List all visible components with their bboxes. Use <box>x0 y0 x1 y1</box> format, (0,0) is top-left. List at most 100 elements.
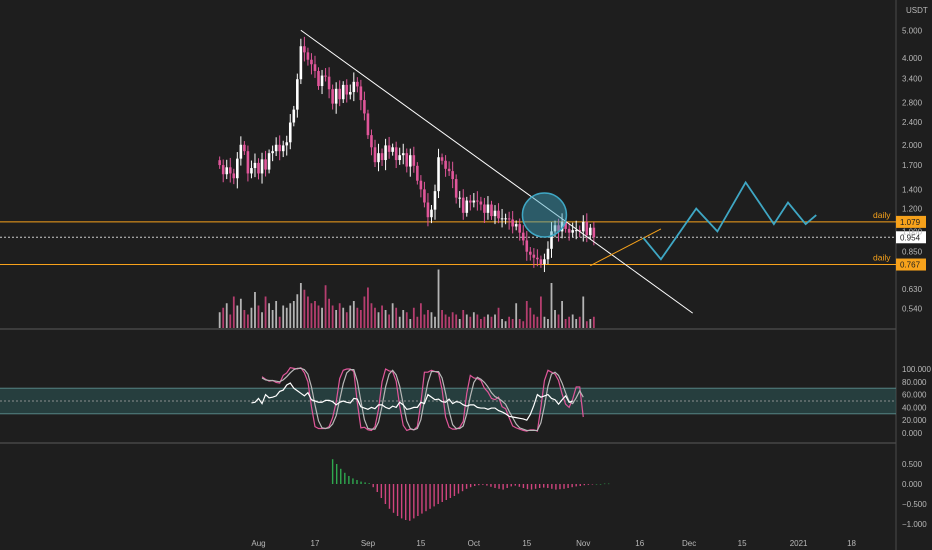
candle-body <box>341 84 345 100</box>
volume-bar <box>585 321 588 328</box>
candle-body <box>221 165 225 175</box>
volume-bar <box>568 316 571 328</box>
volume-bar <box>469 316 472 328</box>
candle-body <box>401 153 405 156</box>
volume-bar <box>243 310 246 328</box>
price-tick-label: 5.000 <box>902 26 923 35</box>
histogram-bar <box>502 484 504 490</box>
candle-body <box>250 168 253 174</box>
time-tick-label: Sep <box>361 539 376 548</box>
volume-bar <box>483 316 486 328</box>
volume-bar <box>359 310 362 328</box>
candle-body <box>490 204 493 217</box>
volume-bar <box>398 316 401 328</box>
candle-body <box>567 228 571 233</box>
candle-body <box>271 151 274 154</box>
candle-body <box>500 218 504 220</box>
candle-body <box>529 251 532 255</box>
stoch-tick-label: 60.000 <box>902 391 927 400</box>
volume-bar <box>455 314 458 328</box>
volume-bar <box>515 303 518 328</box>
level-label: daily <box>873 253 891 263</box>
candle-body <box>553 225 557 232</box>
histogram-bar <box>474 484 476 486</box>
price-pane: daily 1.079 daily 0.767 0.954 <box>0 29 926 314</box>
candle-body <box>253 162 257 169</box>
volume-bar <box>547 319 549 328</box>
candle-body <box>232 173 236 179</box>
candle-body <box>260 159 264 174</box>
histogram-bar <box>591 484 594 485</box>
level-badge <box>896 215 926 228</box>
volume-bar <box>349 305 352 328</box>
histogram-bar <box>413 484 415 519</box>
histogram-bar <box>490 484 492 487</box>
volume-bar <box>264 296 267 328</box>
candle-body <box>546 248 550 260</box>
descending-trendline <box>300 29 693 314</box>
candle-body <box>497 210 500 219</box>
histogram-bar <box>461 484 464 492</box>
histogram-bar <box>494 484 496 488</box>
volume-bar <box>536 316 539 328</box>
histogram-bar <box>530 484 533 490</box>
highlight-circle <box>521 192 568 238</box>
time-tick-label: 2021 <box>790 539 808 548</box>
histogram-bar <box>486 484 488 486</box>
price-tick-label: 3.400 <box>902 74 923 83</box>
histogram-bar <box>421 484 423 514</box>
candle-body <box>218 160 221 166</box>
level-badge <box>896 258 926 271</box>
volume-bar <box>377 312 380 328</box>
volume-bar <box>465 314 468 328</box>
histogram-bar <box>396 484 399 516</box>
stoch-tick-label: 20.000 <box>902 416 927 425</box>
candle-body <box>412 155 416 166</box>
volume-bar <box>321 307 323 328</box>
volume-bar <box>384 310 387 328</box>
volume-bar <box>335 310 338 328</box>
candle-body <box>278 144 281 152</box>
histogram-bar <box>543 484 545 488</box>
volume-bar <box>388 314 391 328</box>
candle-body <box>281 145 285 152</box>
volume-bar <box>419 303 422 328</box>
volume-bar <box>448 316 451 328</box>
volume-bar <box>299 283 302 328</box>
candle-body <box>274 144 278 152</box>
time-axis[interactable]: Aug 17 Sep 15 Oct 15 Nov 16 Dec 15 2021 18 <box>251 539 856 548</box>
level-label: daily <box>873 210 891 220</box>
histogram-bar <box>514 484 517 486</box>
candle-body <box>327 76 331 90</box>
volume-bar <box>529 307 532 328</box>
stoch-tick-label: 0.000 <box>902 429 923 438</box>
candle-body <box>539 259 543 265</box>
volume-bar <box>285 307 288 328</box>
stoch-series-d <box>261 367 584 432</box>
volume-bar <box>225 303 228 328</box>
candle-body <box>581 221 585 232</box>
histogram-bar <box>547 484 549 488</box>
candle-body <box>225 167 229 175</box>
candle-body <box>472 200 476 203</box>
volume-bar <box>222 307 225 328</box>
candle-body <box>532 254 536 258</box>
candle-body <box>476 200 479 202</box>
histogram-bar <box>368 483 370 484</box>
level-badge-text: 1.079 <box>900 218 921 227</box>
histogram-bar <box>388 484 391 509</box>
histogram-bar <box>498 484 500 489</box>
volume-bar <box>437 269 440 328</box>
current-price-badge <box>896 231 926 244</box>
price-tick-label: 0.850 <box>902 248 923 257</box>
candle-body <box>296 79 299 110</box>
candle-body <box>288 122 292 143</box>
volume-bar <box>444 314 447 328</box>
volume-bar <box>427 310 429 328</box>
candle-body <box>557 225 560 232</box>
candle-body <box>550 231 553 249</box>
volume-bar <box>342 307 345 328</box>
price-axis[interactable]: 5.000 4.000 3.400 2.800 2.400 2.000 1.700 1.400… <box>902 26 931 529</box>
volume-bar <box>412 307 415 328</box>
